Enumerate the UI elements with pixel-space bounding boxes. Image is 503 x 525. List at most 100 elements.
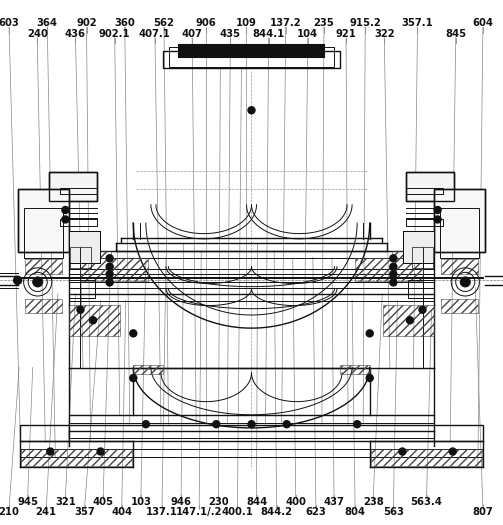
Bar (406, 172, 454, 201)
Circle shape (106, 255, 113, 262)
Bar (18, 189, 69, 252)
Text: 109: 109 (236, 18, 257, 28)
Bar (441, 299, 478, 313)
Circle shape (14, 276, 22, 285)
Circle shape (62, 216, 69, 223)
Text: 400.1: 400.1 (221, 507, 254, 518)
Circle shape (106, 279, 113, 286)
Circle shape (283, 421, 290, 428)
Text: 945: 945 (17, 497, 38, 508)
Text: 807: 807 (472, 507, 493, 518)
Text: 921: 921 (336, 28, 357, 39)
Text: 407.1: 407.1 (139, 28, 171, 39)
Text: 902: 902 (76, 18, 97, 28)
Text: 405: 405 (93, 497, 114, 508)
Text: 364: 364 (37, 18, 58, 28)
Bar (20, 425, 483, 441)
Bar (179, 45, 324, 57)
Text: 562: 562 (153, 18, 175, 28)
Circle shape (130, 330, 137, 337)
Circle shape (97, 448, 104, 455)
Text: 906: 906 (196, 18, 217, 28)
Text: 623: 623 (305, 507, 326, 518)
Circle shape (106, 270, 113, 278)
Circle shape (47, 448, 54, 455)
Text: 435: 435 (220, 28, 241, 39)
Circle shape (434, 216, 441, 223)
Circle shape (390, 255, 397, 262)
Text: 603: 603 (0, 18, 20, 28)
Circle shape (390, 270, 397, 278)
Bar (371, 449, 482, 466)
Bar (406, 172, 454, 201)
Bar (49, 172, 97, 201)
Circle shape (130, 374, 137, 382)
Circle shape (248, 107, 255, 114)
Circle shape (390, 279, 397, 286)
Bar (20, 449, 483, 457)
Text: 235: 235 (313, 18, 334, 28)
Text: 357: 357 (74, 507, 95, 518)
Bar (406, 188, 443, 194)
Bar (383, 304, 434, 336)
Circle shape (406, 317, 413, 324)
Circle shape (366, 374, 373, 382)
Text: 604: 604 (472, 18, 493, 28)
Text: 137.2: 137.2 (270, 18, 301, 28)
Bar (21, 449, 132, 466)
Bar (340, 365, 370, 374)
Bar (440, 208, 479, 258)
Text: 436: 436 (65, 28, 86, 39)
Bar (169, 47, 334, 67)
Text: 845: 845 (445, 28, 466, 39)
Bar (80, 251, 111, 258)
Bar (423, 247, 433, 268)
Text: 241: 241 (36, 507, 57, 518)
Bar (24, 208, 63, 258)
Bar (434, 189, 485, 252)
Text: 240: 240 (27, 28, 48, 39)
Bar (18, 189, 69, 252)
Bar (80, 258, 148, 281)
Text: 210: 210 (0, 507, 20, 518)
Circle shape (434, 206, 441, 214)
Circle shape (460, 277, 470, 287)
Bar (408, 280, 434, 298)
Bar (49, 172, 97, 201)
Bar (69, 280, 95, 298)
Circle shape (248, 421, 255, 428)
Circle shape (90, 317, 97, 324)
Bar (69, 231, 100, 262)
Circle shape (419, 306, 426, 313)
Bar (406, 219, 443, 226)
Bar (25, 299, 62, 313)
Text: 322: 322 (374, 28, 395, 39)
Bar (403, 231, 434, 262)
Circle shape (142, 421, 149, 428)
Bar (70, 247, 80, 268)
Text: 400: 400 (285, 497, 306, 508)
Bar (392, 251, 423, 258)
Text: 137.1: 137.1 (146, 507, 178, 518)
Text: 437: 437 (323, 497, 345, 508)
Bar (403, 231, 434, 262)
Circle shape (77, 306, 84, 313)
Text: 357.1: 357.1 (401, 18, 434, 28)
Bar (441, 259, 478, 274)
Bar (60, 219, 97, 226)
Bar (25, 259, 62, 274)
Circle shape (213, 421, 220, 428)
Bar (434, 189, 485, 252)
Circle shape (399, 448, 406, 455)
Text: 321: 321 (55, 497, 76, 508)
Circle shape (33, 277, 43, 287)
Bar (80, 247, 91, 268)
Text: 104: 104 (297, 28, 318, 39)
Text: 946: 946 (171, 497, 192, 508)
Circle shape (449, 448, 456, 455)
Text: 915.2: 915.2 (349, 18, 381, 28)
Text: 844.2: 844.2 (261, 507, 293, 518)
Text: 103: 103 (130, 497, 151, 508)
Circle shape (354, 421, 361, 428)
Text: 844.1: 844.1 (253, 28, 285, 39)
